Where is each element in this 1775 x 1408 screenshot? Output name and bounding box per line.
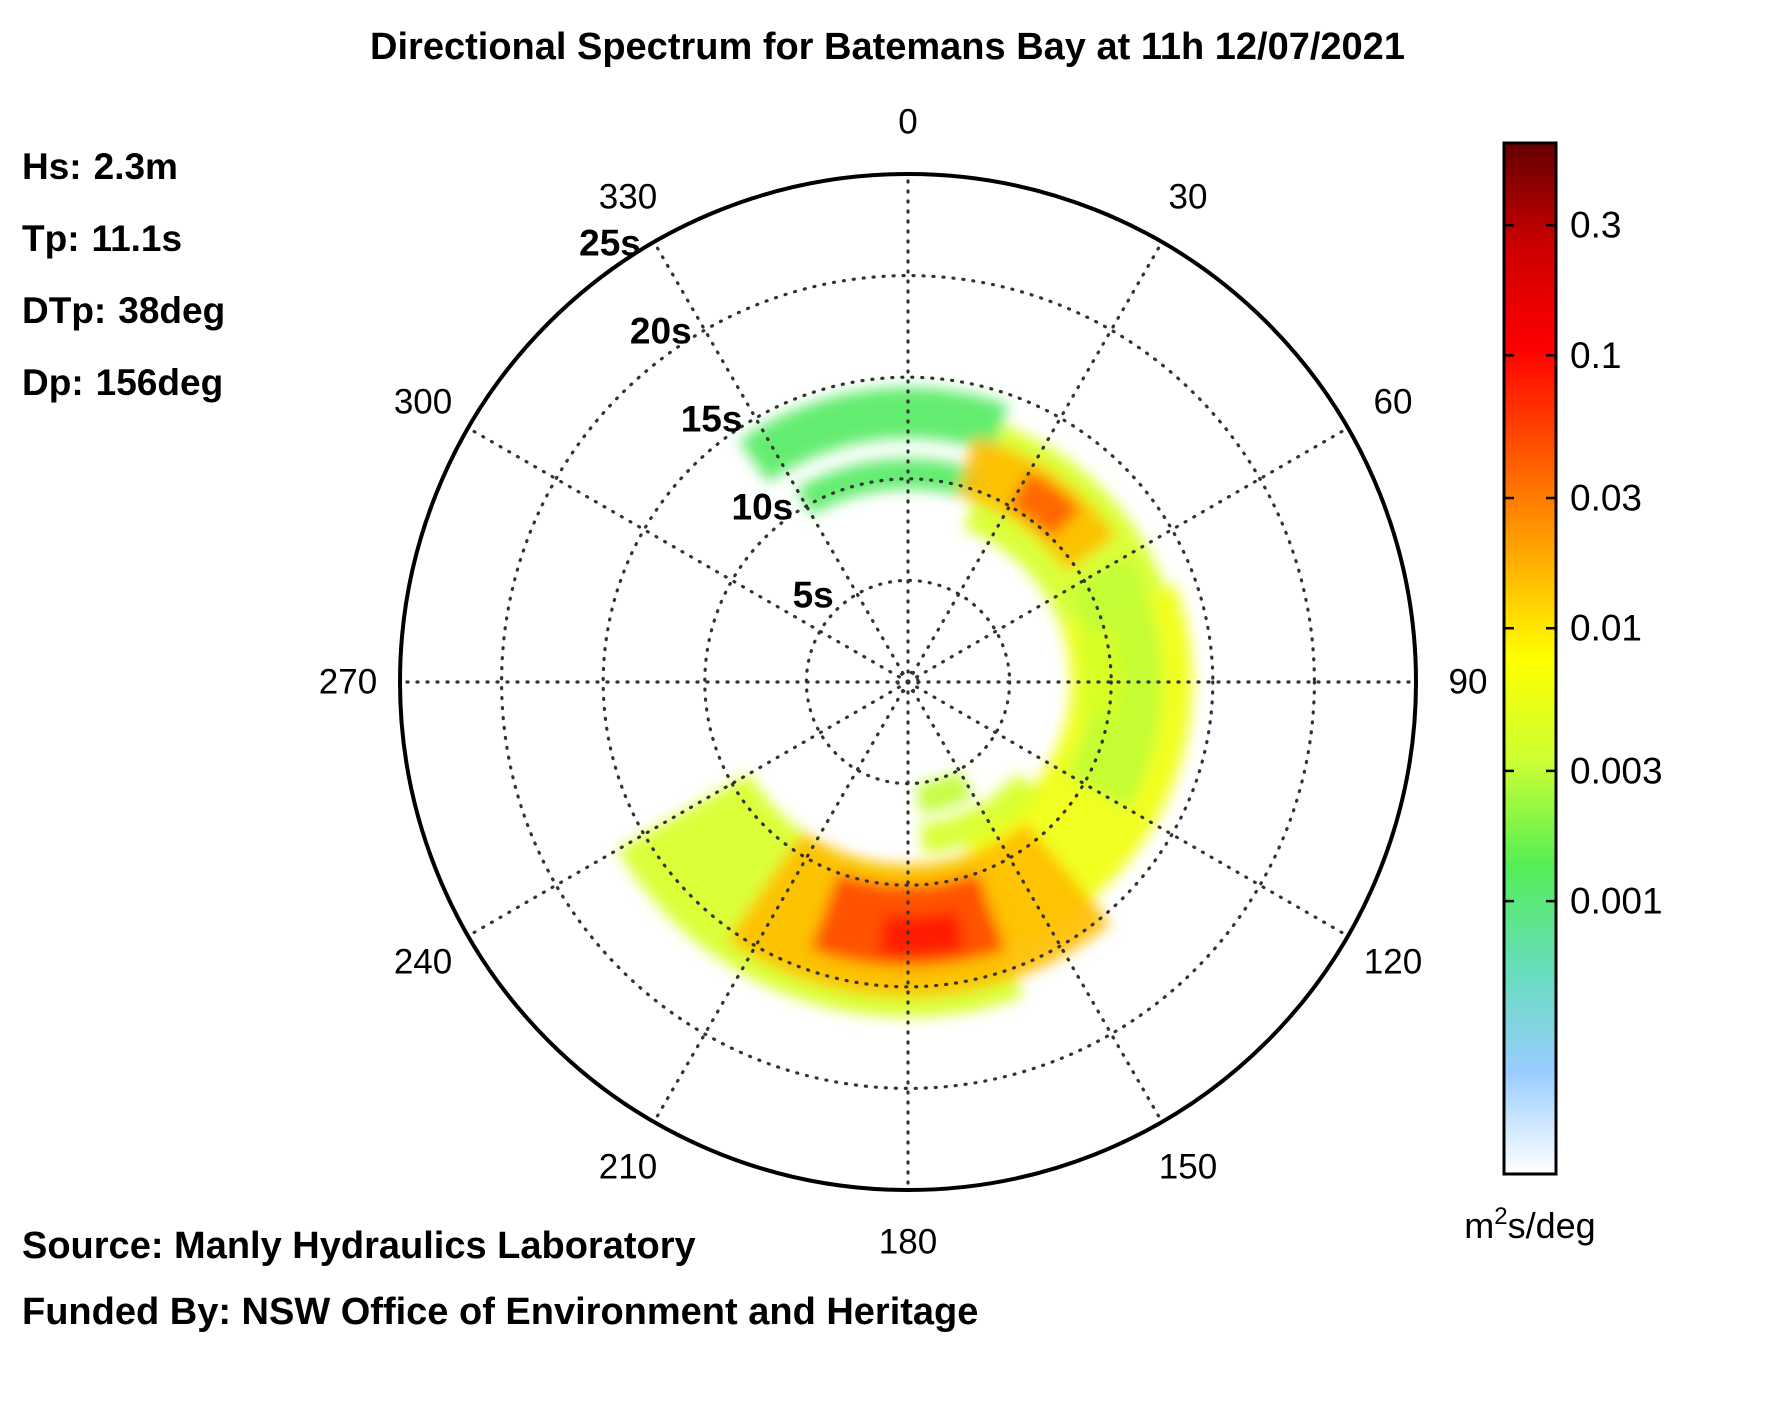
ring-15s <box>601 375 1215 989</box>
colorbar-gradient <box>1502 141 1558 1176</box>
angle-label-330: 330 <box>599 178 657 217</box>
angle-label-210: 210 <box>599 1147 657 1186</box>
angle-label-30: 30 <box>1169 178 1208 217</box>
energy-band-11 <box>879 910 966 957</box>
radial-label-20s: 20s <box>630 311 692 352</box>
stat-dp: Dp: 156deg <box>22 361 225 433</box>
stat-dp-value: 156deg <box>95 362 224 403</box>
stat-dtp: DTp: 38deg <box>22 289 225 361</box>
footer-credits: Source: Manly Hydraulics Laboratory Fund… <box>22 1224 978 1356</box>
energy-band-3 <box>739 387 1009 483</box>
colorbar-unit-label: m2s/deg <box>1464 1203 1595 1246</box>
colorbar-tick-label-0.001: 0.001 <box>1570 881 1663 922</box>
stat-dtp-label: DTp: <box>22 290 107 331</box>
angle-label-120: 120 <box>1364 943 1422 982</box>
polar-outline <box>398 172 1418 1192</box>
colorbar: 0.001 0.003 0.01 0.03 0.1 0.3 m2s/deg <box>1464 141 1663 1246</box>
stat-dtp-value: 38deg <box>118 290 226 331</box>
summary-stats: Hs: 2.3m Tp: 11.1s DTp: 38deg Dp: 156deg <box>22 145 225 433</box>
angle-label-180: 180 <box>879 1223 937 1262</box>
funding-credit: Funded By: NSW Office of Environment and… <box>22 1291 979 1333</box>
radial-label-25s: 25s <box>579 223 641 264</box>
ring-20s <box>500 274 1316 1090</box>
energy-band-6 <box>1009 470 1081 539</box>
colorbar-tick-label-0.003: 0.003 <box>1570 750 1663 791</box>
source-credit: Source: Manly Hydraulics Laboratory <box>22 1225 696 1267</box>
angle-label-0: 0 <box>898 103 917 142</box>
angle-label-60: 60 <box>1374 383 1413 422</box>
radial-label-5s: 5s <box>793 575 834 616</box>
stat-hs-label: Hs: <box>22 146 82 187</box>
angle-label-300: 300 <box>394 383 452 422</box>
stat-hs-value: 2.3m <box>93 146 178 187</box>
angle-label-240: 240 <box>394 943 452 982</box>
spoke-300 <box>466 426 910 684</box>
colorbar-tick-label-0.3: 0.3 <box>1570 205 1621 246</box>
colorbar-tick-label-0.1: 0.1 <box>1570 335 1621 376</box>
stat-tp-label: Tp: <box>22 218 80 259</box>
energy-band-4 <box>796 458 985 515</box>
energy-band-13 <box>916 769 975 814</box>
polar-grid: 0 30 60 90 120 150 180 210 240 270 300 330 5s 10s 15s 2… <box>319 103 1488 1262</box>
angle-label-270: 270 <box>319 663 377 702</box>
radial-label-15s: 15s <box>681 399 743 440</box>
chart-title: Directional Spectrum for Batemans Bay at… <box>370 26 1405 68</box>
stat-hs: Hs: 2.3m <box>22 145 225 217</box>
colorbar-tick-label-0.01: 0.01 <box>1570 608 1642 649</box>
ring-10s <box>703 477 1113 887</box>
angle-label-150: 150 <box>1159 1147 1217 1186</box>
stat-tp: Tp: 11.1s <box>22 217 225 289</box>
spectrum-energy <box>617 387 1193 1018</box>
colorbar-tick-label-0.03: 0.03 <box>1570 478 1642 519</box>
radial-label-10s: 10s <box>732 487 794 528</box>
stat-tp-value: 11.1s <box>91 218 183 259</box>
energy-band-12 <box>920 773 1041 855</box>
energy-band-8 <box>1074 626 1122 720</box>
angle-label-90: 90 <box>1449 663 1488 702</box>
stat-dp-label: Dp: <box>22 362 84 403</box>
